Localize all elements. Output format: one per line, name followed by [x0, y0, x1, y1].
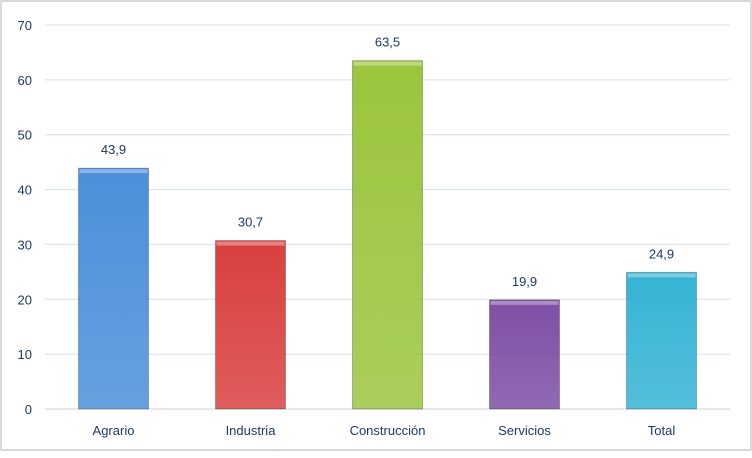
bar-construcción [352, 60, 423, 410]
data-label: 43,9 [101, 142, 126, 157]
bar-total [626, 271, 697, 410]
y-tick-label: 50 [18, 128, 32, 143]
data-label: 24,9 [649, 246, 674, 261]
bar-servicios [489, 299, 560, 410]
data-label: 30,7 [238, 215, 263, 230]
x-tick-label: Agrario [93, 423, 135, 438]
y-tick-label: 70 [18, 18, 32, 33]
bars: 43,9 30,7 63,5 19,9 24,9 [78, 35, 697, 410]
bar-agrario [78, 167, 149, 410]
y-tick-label: 30 [18, 237, 32, 252]
y-tick-label: 20 [18, 292, 32, 307]
y-tick-label: 60 [18, 73, 32, 88]
x-tick-label: Construcción [350, 423, 426, 438]
x-tick-label: Total [648, 423, 676, 438]
y-tick-label: 40 [18, 183, 32, 198]
y-tick-label: 10 [18, 347, 32, 362]
data-label: 19,9 [512, 274, 537, 289]
data-label: 63,5 [375, 35, 400, 50]
bar-highlight [353, 61, 422, 66]
bar-industria [215, 240, 286, 410]
y-tick-label: 0 [25, 402, 32, 417]
x-tick-label: Servicios [498, 423, 551, 438]
bar-highlight [490, 300, 559, 305]
y-axis: 0 10 20 30 40 50 60 70 [18, 18, 32, 417]
bar-highlight [79, 169, 148, 174]
bar-highlight [216, 241, 285, 246]
x-tick-label: Industria [226, 423, 277, 438]
bar-highlight [627, 273, 696, 278]
x-axis: Agrario Industria Construcción Servicios Tot… [93, 423, 676, 438]
